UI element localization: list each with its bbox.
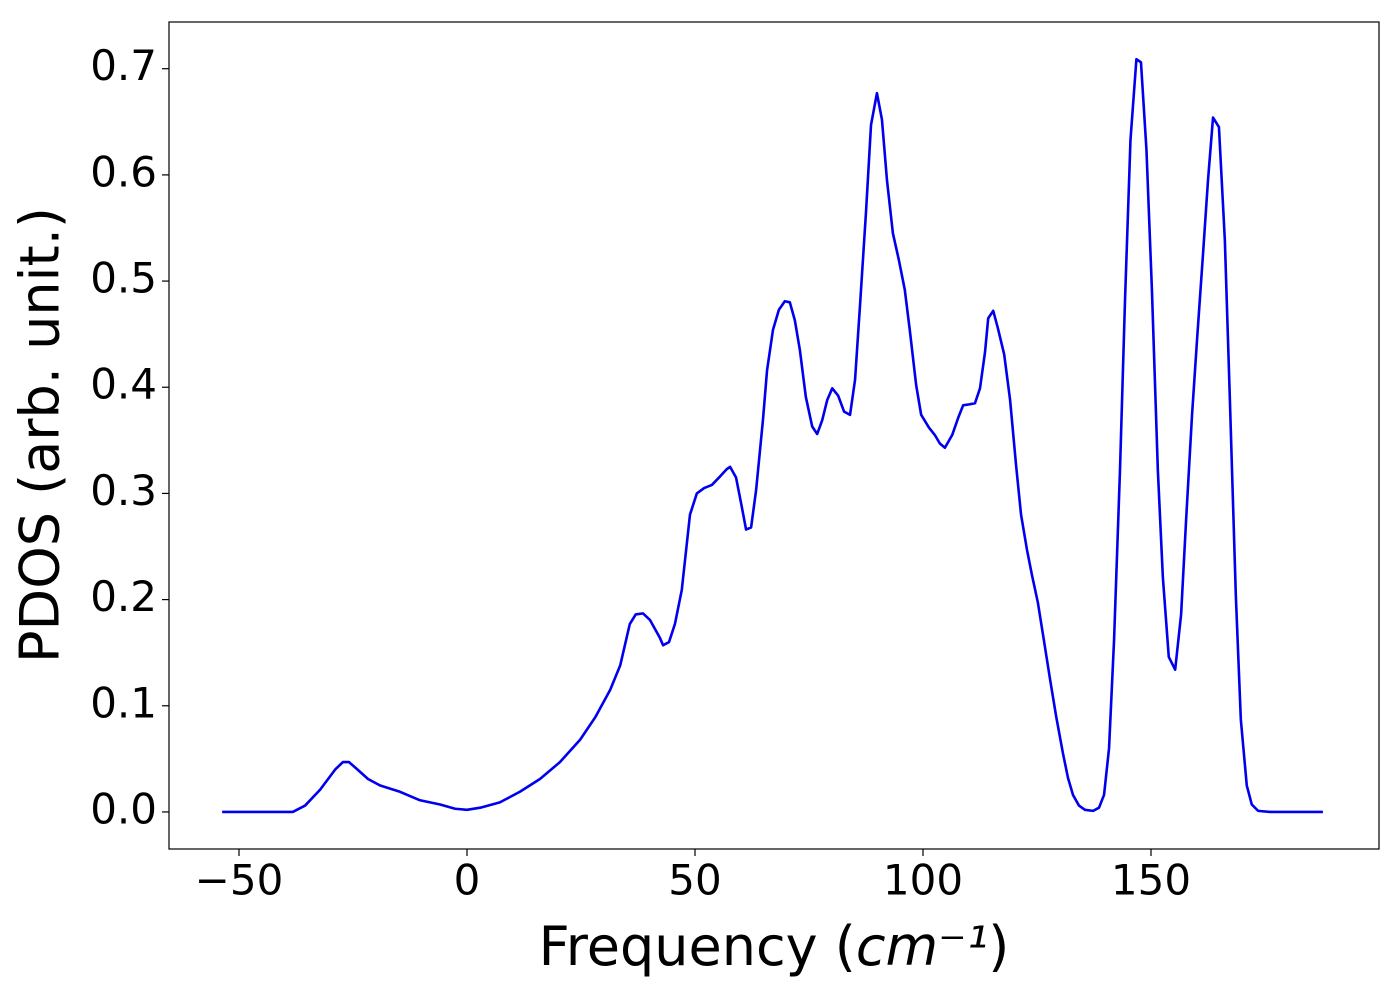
y-tick-label: 0.6 (90, 147, 157, 196)
x-axis-label: Frequency (cm⁻¹) (539, 915, 1010, 978)
y-axis-label: PDOS (arb. unit.) (9, 207, 72, 663)
x-tick-label: 150 (1111, 856, 1191, 905)
data-line (222, 57, 1323, 814)
x-tick-label: 100 (883, 856, 963, 905)
x-tick-label: 0 (454, 856, 481, 905)
y-tick-label: 0.4 (90, 360, 157, 409)
plot-frame (168, 21, 1380, 850)
y-tick-label: 0.1 (90, 678, 157, 727)
x-tick-label: −50 (195, 856, 284, 905)
y-tick-label: 0.2 (90, 572, 157, 621)
y-tick-label: 0.0 (90, 784, 157, 833)
x-tick-label: 50 (668, 856, 721, 905)
y-tick-label: 0.5 (90, 254, 157, 303)
y-tick-label: 0.3 (90, 466, 157, 515)
y-tick-label: 0.7 (90, 41, 157, 90)
